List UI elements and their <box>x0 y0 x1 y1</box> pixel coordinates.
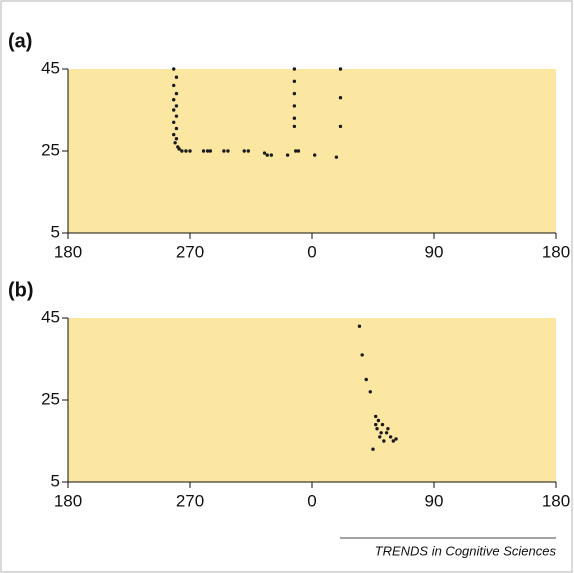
footer: TRENDS in Cognitive Sciences <box>375 543 557 558</box>
track-point <box>364 377 368 382</box>
track-point <box>296 149 301 153</box>
x-tick-label: 180 <box>542 242 570 261</box>
track-point <box>338 124 343 129</box>
x-tick-label: 270 <box>176 242 204 261</box>
track-point <box>313 153 317 157</box>
y-tick-label: 45 <box>41 307 60 326</box>
track-point <box>292 116 297 120</box>
x-tick-label: 90 <box>425 491 444 510</box>
track-point <box>357 324 362 328</box>
plot-area <box>68 69 556 233</box>
y-tick-label: 5 <box>51 471 60 490</box>
track-point <box>242 149 246 153</box>
track-point <box>386 427 390 431</box>
x-tick-label: 180 <box>54 242 82 261</box>
track-point <box>391 439 396 443</box>
track-point <box>174 75 179 79</box>
track-point <box>205 149 210 153</box>
track-point <box>285 153 290 157</box>
track-point <box>378 435 382 439</box>
y-tick-label: 5 <box>51 222 60 241</box>
track-point <box>375 427 379 431</box>
x-tick-label: 0 <box>307 491 316 510</box>
panel-title: (a) <box>8 30 32 52</box>
track-point <box>292 124 297 129</box>
track-point <box>174 126 179 131</box>
track-point <box>262 151 267 155</box>
track-point <box>394 437 398 441</box>
x-tick-label: 180 <box>54 491 82 510</box>
track-point <box>184 149 188 153</box>
x-tick-label: 180 <box>542 491 570 510</box>
track-point <box>338 67 343 71</box>
track-point <box>201 149 206 153</box>
track-point <box>384 431 389 435</box>
track-point <box>292 104 297 108</box>
track-point <box>382 439 386 443</box>
track-point <box>379 431 383 435</box>
x-tick-label: 0 <box>307 242 316 261</box>
track-point <box>172 67 176 71</box>
track-point <box>360 353 364 357</box>
track-point <box>172 98 176 102</box>
track-point <box>226 149 230 153</box>
track-point <box>292 67 297 71</box>
track-point <box>265 153 269 157</box>
track-point <box>222 149 226 153</box>
track-point <box>371 447 375 451</box>
track-point <box>368 390 372 394</box>
track-point <box>380 422 385 427</box>
track-point <box>294 149 298 153</box>
track-point <box>374 414 378 419</box>
x-tick-label: 270 <box>176 491 204 510</box>
panel-title: (b) <box>8 279 34 301</box>
track-point <box>174 104 179 108</box>
track-point <box>246 149 250 153</box>
track-point <box>172 83 176 88</box>
track-point <box>376 418 381 423</box>
y-tick-label: 25 <box>41 389 60 408</box>
y-tick-label: 25 <box>41 140 60 159</box>
track-point <box>172 120 176 125</box>
track-point <box>173 141 177 145</box>
track-point <box>388 435 393 439</box>
x-tick-label: 90 <box>425 242 444 261</box>
track-point <box>180 149 184 153</box>
track-point <box>174 114 179 118</box>
track-point <box>174 91 179 96</box>
track-point <box>292 91 297 96</box>
track-point <box>172 132 176 137</box>
plot-area <box>68 318 556 482</box>
track-point <box>334 155 339 159</box>
track-point <box>174 137 179 141</box>
track-point <box>188 149 192 153</box>
y-tick-label: 45 <box>41 58 60 77</box>
track-point <box>269 153 274 157</box>
track-point <box>374 422 378 427</box>
track-point <box>177 147 181 151</box>
track-point <box>292 79 297 84</box>
track-point <box>338 96 343 100</box>
track-point <box>208 149 213 153</box>
track-point <box>172 108 176 112</box>
